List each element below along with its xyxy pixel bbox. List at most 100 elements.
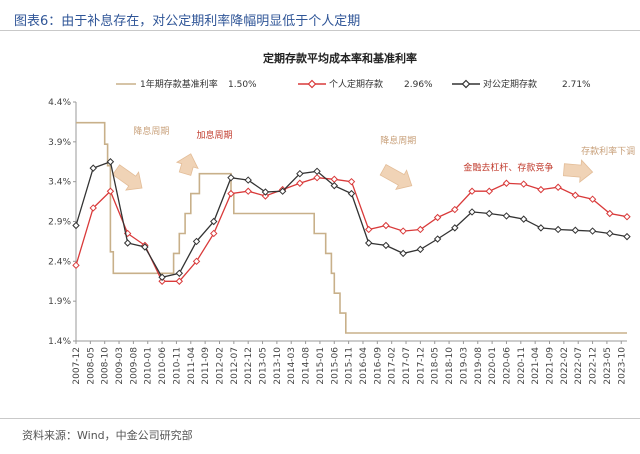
personal-deposit-point xyxy=(89,204,97,212)
personal-deposit-point xyxy=(106,187,115,195)
corporate-deposit-point xyxy=(623,232,631,241)
personal-deposit-point xyxy=(261,192,270,200)
y-tick-label: 4.4% xyxy=(48,98,71,108)
chart-annotation: 降息周期 xyxy=(133,125,169,137)
y-tick-label: 2.4% xyxy=(48,257,71,267)
trend-arrow xyxy=(112,164,143,191)
trend-arrow xyxy=(175,153,199,176)
y-tick-label: 1.9% xyxy=(48,297,71,307)
x-tick-label: 2016-09 xyxy=(373,347,383,385)
corporate-deposit-point xyxy=(158,273,166,281)
corporate-deposit-point xyxy=(606,229,614,238)
personal-deposit-point xyxy=(244,187,252,195)
personal-deposit-point xyxy=(623,213,631,221)
corporate-deposit-point xyxy=(382,241,390,250)
personal-deposit-point xyxy=(72,261,80,270)
x-tick-label: 2015-11 xyxy=(345,347,355,385)
legend-label-personal: 个人定期存款 xyxy=(329,78,383,90)
x-tick-label: 2020-11 xyxy=(517,347,527,385)
corporate-deposit-point xyxy=(210,217,218,226)
personal-deposit-point xyxy=(485,187,493,195)
personal-deposit-point xyxy=(502,179,511,187)
x-tick-label: 2022-07 xyxy=(574,347,584,385)
corporate-deposit-point xyxy=(485,209,493,218)
corporate-deposit-point xyxy=(519,215,528,223)
corporate-deposit-point xyxy=(347,189,356,198)
legend-label-base-rate: 1年期存款基准利率 xyxy=(140,78,218,90)
personal-deposit-point xyxy=(571,191,580,199)
x-tick-label: 2012-07 xyxy=(230,347,240,385)
corporate-deposit-point xyxy=(433,235,442,243)
legend: 1年期存款基准利率 1.50% 个人定期存款 2.96% 对公定期存款 2.71… xyxy=(116,78,591,90)
corporate-deposit-point xyxy=(106,158,115,166)
legend-value-corporate: 2.71% xyxy=(562,80,591,90)
personal-deposit-point xyxy=(416,225,425,234)
x-tick-label: 2018-05 xyxy=(431,347,441,385)
personal-deposit-point xyxy=(175,277,184,285)
personal-deposit-point xyxy=(433,213,442,222)
corporate-deposit-point xyxy=(72,221,80,230)
personal-deposit-point xyxy=(519,180,528,188)
x-tick-label: 2021-04 xyxy=(531,347,541,385)
personal-deposit-point xyxy=(382,221,390,230)
chart-annotation: 金融去杠杆、存款竞争 xyxy=(463,162,553,174)
x-tick-label: 2010-01 xyxy=(144,347,154,385)
x-tick-label: 2018-10 xyxy=(445,347,455,385)
personal-deposit-point xyxy=(313,173,321,182)
x-tick-label: 2009-08 xyxy=(129,347,139,385)
y-tick-label: 3.4% xyxy=(48,178,71,188)
corporate-deposit-point xyxy=(537,224,545,232)
figure-title: 图表6：由于补息存在，对公定期利率降幅明显低于个人定期 xyxy=(14,14,361,29)
corporate-deposit-point xyxy=(571,226,580,234)
corporate-deposit-point xyxy=(261,188,270,196)
personal-deposit-point xyxy=(606,209,614,218)
chart-annotation: 加息周期 xyxy=(197,129,233,141)
x-tick-label: 2007-12 xyxy=(72,347,82,385)
x-tick-label: 2020-06 xyxy=(502,347,512,385)
x-tick-label: 2020-01 xyxy=(488,347,498,385)
source-divider xyxy=(0,418,640,419)
corporate-deposit-point xyxy=(416,245,425,254)
personal-deposit-point xyxy=(468,187,476,195)
legend-label-corporate: 对公定期存款 xyxy=(483,78,537,90)
x-tick-label: 2012-12 xyxy=(244,347,254,385)
chart-annotation: 存款利率下调 xyxy=(581,145,635,157)
x-tick-label: 2010-11 xyxy=(172,347,182,385)
corporate-deposit-point xyxy=(468,208,476,216)
corporate-deposit-point xyxy=(227,173,235,182)
personal-deposit-point xyxy=(347,177,356,186)
corporate-deposit-point xyxy=(175,269,184,277)
corporate-deposit-point xyxy=(588,227,597,235)
x-tick-label: 2017-02 xyxy=(388,347,398,385)
corporate-deposit-point xyxy=(192,237,201,246)
personal-deposit-point xyxy=(554,183,562,191)
x-tick-label: 2013-10 xyxy=(273,347,283,385)
x-tick-label: 2015-01 xyxy=(316,347,326,385)
x-tick-label: 2019-03 xyxy=(459,347,469,385)
x-tick-label: 2017-12 xyxy=(416,347,426,385)
personal-deposit-point xyxy=(210,229,218,238)
corporate-deposit-point xyxy=(89,164,97,172)
x-tick-label: 2008-10 xyxy=(101,347,111,385)
personal-deposit-point xyxy=(296,179,304,187)
personal-deposit-point xyxy=(588,195,597,203)
legend-marker-corporate xyxy=(461,79,471,89)
corporate-deposit-point xyxy=(313,167,321,176)
base-rate-line xyxy=(76,121,627,334)
x-tick-label: 2013-05 xyxy=(259,347,269,385)
corporate-deposit-point xyxy=(451,224,459,232)
corporate-deposit-point xyxy=(554,225,562,234)
corporate-deposit-point xyxy=(296,169,304,178)
x-tick-label: 2010-06 xyxy=(158,347,168,385)
x-tick-label: 2023-10 xyxy=(617,347,627,385)
legend-value-personal: 2.96% xyxy=(404,80,433,90)
legend-value-base-rate: 1.50% xyxy=(228,80,257,90)
x-tick-label: 2019-08 xyxy=(474,347,484,385)
corporate-deposit-point xyxy=(365,239,373,247)
corporate-deposit-point xyxy=(141,243,149,251)
title-divider xyxy=(0,30,640,31)
x-tick-label: 2014-08 xyxy=(302,347,312,385)
corporate-deposit-point xyxy=(399,249,407,258)
y-tick-label: 3.9% xyxy=(48,138,71,148)
